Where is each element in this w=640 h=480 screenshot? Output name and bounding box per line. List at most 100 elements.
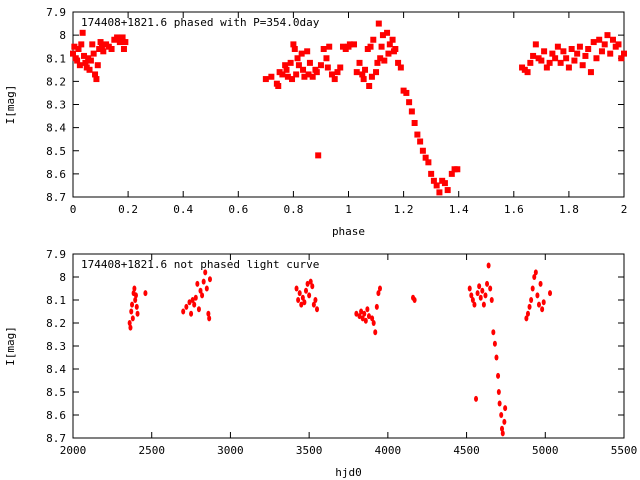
data-point: [406, 99, 413, 106]
data-point: [596, 36, 603, 43]
y-tick-label: 8.1: [46, 294, 66, 307]
data-point: [541, 48, 548, 55]
data-point: [478, 294, 483, 301]
data-point: [527, 303, 532, 310]
data-point: [486, 262, 491, 269]
x-tick-label: 5500: [611, 444, 638, 457]
data-point: [499, 425, 504, 432]
data-point: [295, 62, 302, 69]
data-point: [565, 64, 572, 71]
data-point: [370, 315, 375, 322]
y-axis: 7.9 8 8.1 8.2 8.3 8.4 8.5 8.6 8.7: [46, 6, 624, 204]
data-point: [568, 46, 575, 52]
data-point: [75, 46, 82, 52]
data-point: [293, 71, 300, 78]
data-point: [187, 299, 192, 306]
data-point: [525, 310, 530, 317]
data-point: [593, 55, 600, 62]
data-point: [377, 55, 384, 62]
data-point: [604, 32, 611, 39]
data-point: [477, 283, 482, 290]
x-tick-label: 2500: [138, 444, 165, 457]
data-point: [417, 138, 424, 145]
data-point: [86, 66, 93, 73]
data-point: [532, 41, 539, 48]
data-point: [130, 301, 135, 308]
plot-frame: [72, 11, 625, 198]
data-point: [607, 50, 614, 57]
data-point: [549, 50, 556, 57]
data-point: [360, 76, 367, 83]
data-point: [587, 69, 594, 76]
data-point: [334, 69, 341, 76]
chart-title: 174408+1821.6 not phased light curve: [81, 258, 319, 271]
data-point: [441, 180, 448, 187]
data-point: [313, 297, 318, 303]
data-point: [430, 177, 437, 184]
x-tick-label: 0.4: [173, 203, 193, 216]
data-point: [475, 290, 480, 297]
data-point: [360, 315, 365, 322]
data-point: [74, 57, 81, 64]
data-point: [92, 71, 99, 78]
data-point: [425, 159, 432, 166]
data-point: [598, 48, 605, 55]
data-point: [133, 297, 138, 303]
y-tick-label: 8.6: [46, 168, 66, 181]
data-point: [609, 36, 616, 43]
data-point: [82, 59, 89, 66]
data-point: [485, 280, 490, 287]
data-point: [282, 62, 289, 69]
data-point: [337, 64, 344, 71]
y-tick-label: 8.2: [46, 317, 66, 330]
data-point: [76, 62, 83, 69]
data-point: [474, 395, 479, 402]
data-point: [275, 83, 282, 89]
data-point: [108, 46, 115, 52]
y-tick-label: 8.5: [46, 386, 66, 399]
data-point: [384, 29, 391, 36]
data-point: [299, 301, 304, 308]
data-point: [560, 48, 567, 55]
data-point: [448, 170, 455, 177]
y-tick-label: 7.9: [46, 248, 66, 261]
data-point: [499, 412, 504, 418]
data-point: [305, 71, 312, 78]
unphased-light-curve-chart: 7.9 8 8.1 8.2 8.3 8.4 8.5 8.6 8.7 2000 2500 3000 35…: [4, 248, 637, 479]
data-point: [127, 320, 132, 326]
data-point: [200, 292, 205, 299]
y-axis-label: I[mag]: [4, 85, 17, 125]
data-point: [133, 292, 138, 299]
data-point: [93, 76, 100, 83]
data-point: [362, 310, 367, 317]
data-point: [386, 41, 393, 48]
data-point: [582, 52, 589, 59]
data-point: [324, 64, 331, 71]
data-point: [371, 320, 376, 326]
data-point: [524, 315, 529, 322]
data-point: [283, 66, 290, 73]
data-point: [353, 69, 360, 76]
data-point: [134, 303, 139, 310]
data-point: [381, 57, 388, 64]
y-tick-label: 8.7: [46, 432, 66, 445]
data-point: [294, 285, 299, 292]
y-tick-label: 8.1: [46, 52, 66, 65]
data-point: [100, 48, 107, 55]
data-point: [328, 71, 335, 78]
data-point: [373, 69, 380, 76]
data-point: [189, 310, 194, 317]
data-point: [576, 43, 583, 50]
data-point: [408, 108, 415, 115]
data-point: [494, 354, 499, 361]
data-point: [397, 64, 404, 71]
y-tick-label: 8: [59, 271, 66, 284]
data-point: [308, 278, 313, 285]
data-point: [87, 57, 94, 64]
data-point: [116, 39, 123, 46]
data-point: [184, 303, 189, 310]
data-point: [491, 329, 496, 336]
data-point: [193, 294, 198, 301]
data-point: [492, 340, 497, 347]
